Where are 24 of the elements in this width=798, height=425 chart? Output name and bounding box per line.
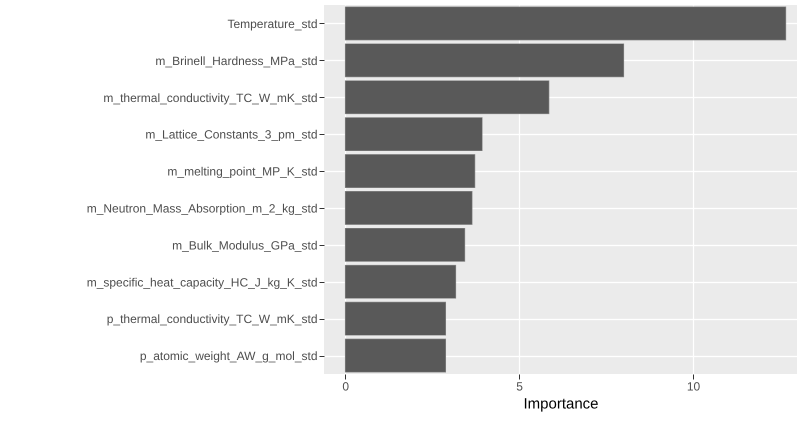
y-tick-label: m_Lattice_Constants_3_pm_std xyxy=(145,128,318,142)
bar xyxy=(344,338,446,372)
y-tick-label: m_Brinell_Hardness_MPa_std xyxy=(155,54,318,68)
bar xyxy=(344,117,483,152)
bar xyxy=(344,191,472,225)
y-tick-label: m_thermal_conductivity_TC_W_mK_std xyxy=(103,90,318,105)
y-tick-label: p_thermal_conductivity_TC_W_mK_std xyxy=(106,312,318,326)
x-tick-label: 5 xyxy=(516,380,524,394)
x-tick-label: 10 xyxy=(686,380,701,394)
y-tick-label: m_Bulk_Modulus_GPa_std xyxy=(172,238,318,252)
bar xyxy=(344,6,786,40)
bar xyxy=(344,43,624,78)
bar xyxy=(344,80,550,114)
y-tick-label: m_melting_point_MP_K_std xyxy=(167,164,318,179)
bar xyxy=(344,264,456,299)
y-tick-label: m_Neutron_Mass_Absorption_m_2_kg_std xyxy=(86,201,318,216)
y-tick-label: p_atomic_weight_AW_g_mol_std xyxy=(140,349,318,364)
x-tick-label: 0 xyxy=(342,380,350,394)
bar xyxy=(344,154,476,188)
x-axis-title: Importance xyxy=(523,396,599,412)
bar xyxy=(344,302,446,336)
y-tick-label: Temperature_std xyxy=(227,16,318,31)
y-tick-label: m_specific_heat_capacity_HC_J_kg_K_std xyxy=(86,275,318,290)
bar xyxy=(344,228,466,262)
